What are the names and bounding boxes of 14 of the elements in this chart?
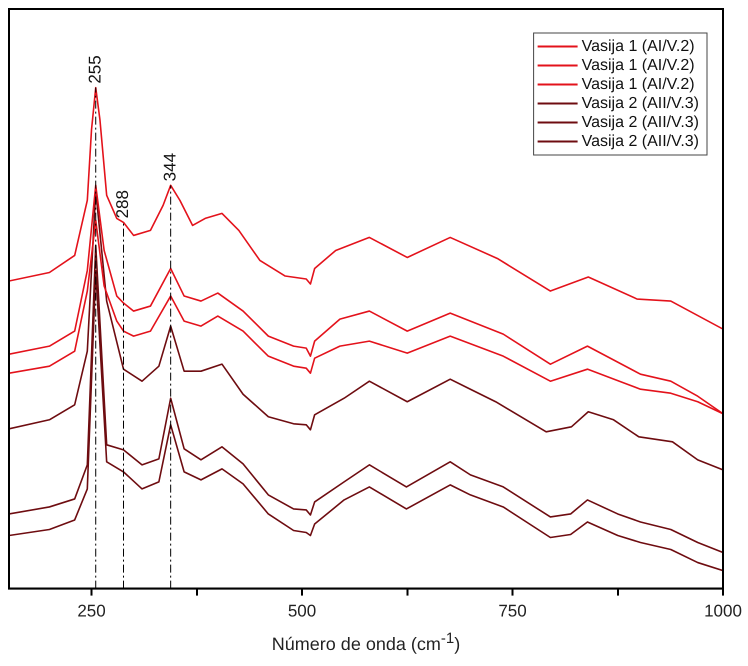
x-tick-label: 1000 — [704, 601, 742, 620]
legend-label: Vasija 2 (AII/V.3) — [582, 114, 699, 131]
x-axis-title: Número de onda (cm$^{-1}$) — [270, 630, 462, 655]
legend-label: Vasija 1 (AI/V.2) — [582, 56, 695, 74]
x-tick-label: 250 — [77, 601, 106, 620]
ref-line-label: 255 — [85, 55, 104, 84]
x-tick-label: 500 — [288, 601, 316, 620]
x-tick-label: 750 — [498, 601, 527, 620]
legend-label: Vasija 2 (AII/V.3) — [582, 132, 699, 150]
ref-line-label: 288 — [113, 190, 132, 218]
legend-label: Vasija 1 (AI/V.2) — [582, 38, 695, 55]
legend-label: Vasija 2 (AII/V.3) — [582, 94, 699, 112]
legend-label: Vasija 1 (AI/V.2) — [582, 76, 695, 93]
ref-line-label: 344 — [160, 152, 180, 182]
